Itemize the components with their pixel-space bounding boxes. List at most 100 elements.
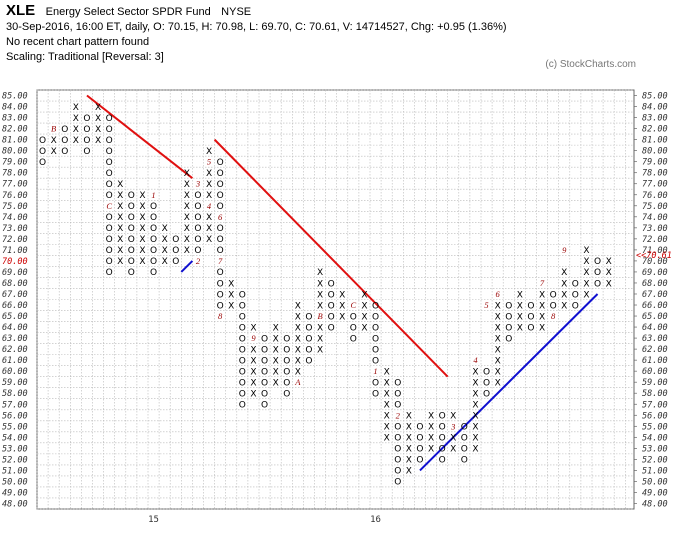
month-label: 6 — [496, 289, 501, 299]
x-box: X — [517, 323, 523, 333]
o-box: O — [394, 445, 401, 455]
month-label: 6 — [218, 212, 223, 222]
o-box: O — [416, 434, 423, 444]
x-box: X — [384, 390, 390, 400]
o-box: O — [328, 290, 335, 300]
month-label: B — [51, 124, 56, 134]
x-box: X — [117, 213, 123, 223]
y-tick-right: 63.00 — [642, 334, 668, 344]
y-tick-right: 65.00 — [642, 312, 668, 322]
o-box: O — [194, 224, 201, 234]
x-box: X — [317, 323, 323, 333]
pnf-marks: OOOXXOOOXXXXOOOOXXXXOOOOOOOOOOOOOOXXXXXX… — [39, 103, 612, 488]
y-tick-left: 75.00 — [2, 202, 28, 212]
o-box: O — [61, 125, 68, 135]
y-tick-right: 71.00 — [642, 246, 668, 256]
o-box: O — [217, 191, 224, 201]
y-tick-left: 70.00 — [2, 257, 28, 267]
x-box: X — [583, 246, 589, 256]
x-box: X — [206, 224, 212, 234]
o-box: O — [594, 268, 601, 278]
x-box: X — [250, 378, 256, 388]
o-box: O — [550, 301, 557, 311]
pattern-note: No recent chart pattern found — [6, 36, 150, 48]
o-box: O — [372, 312, 379, 322]
o-box: O — [217, 158, 224, 168]
o-box: O — [350, 334, 357, 344]
o-box: O — [239, 401, 246, 411]
o-box: O — [283, 334, 290, 344]
month-label: 9 — [251, 333, 256, 343]
o-box: O — [217, 246, 224, 256]
o-box: O — [194, 213, 201, 223]
o-box: O — [305, 323, 312, 333]
o-box: O — [283, 390, 290, 400]
x-box: X — [384, 412, 390, 422]
x-box: X — [273, 378, 279, 388]
o-box: O — [261, 401, 268, 411]
x-box: X — [184, 235, 190, 245]
x-box: X — [117, 180, 123, 190]
x-box: X — [428, 445, 434, 455]
o-box: O — [261, 345, 268, 355]
x-box: X — [184, 224, 190, 234]
o-box: O — [83, 136, 90, 146]
x-box: X — [250, 323, 256, 333]
x-box: X — [406, 467, 412, 477]
o-box: O — [527, 301, 534, 311]
y-tick-left: 74.00 — [2, 213, 28, 223]
y-tick-right: 75.00 — [642, 202, 668, 212]
o-box: O — [194, 235, 201, 245]
x-box: X — [206, 180, 212, 190]
o-box: O — [461, 434, 468, 444]
x-box: X — [295, 312, 301, 322]
o-box: O — [39, 158, 46, 168]
y-tick-left: 67.00 — [2, 290, 28, 300]
o-box: O — [505, 312, 512, 322]
o-box: O — [150, 213, 157, 223]
o-box: O — [439, 412, 446, 422]
x-box: X — [406, 423, 412, 433]
o-box: O — [61, 136, 68, 146]
month-label: 8 — [218, 311, 223, 321]
x-box: X — [495, 378, 501, 388]
x-box: X — [606, 279, 612, 289]
o-box: O — [239, 290, 246, 300]
x-box: X — [472, 423, 478, 433]
x-box: X — [95, 103, 101, 113]
o-box: O — [572, 279, 579, 289]
o-box: O — [483, 367, 490, 377]
x-box: X — [583, 279, 589, 289]
y-tick-left: 54.00 — [2, 433, 28, 443]
y-tick-right: 83.00 — [642, 114, 668, 124]
x-box: X — [384, 401, 390, 411]
o-box: O — [416, 445, 423, 455]
o-box: O — [128, 191, 135, 201]
o-box: O — [106, 114, 113, 124]
x-box: X — [495, 312, 501, 322]
y-tick-right: 57.00 — [642, 400, 668, 410]
o-box: O — [483, 378, 490, 388]
x-box: X — [295, 323, 301, 333]
o-box: O — [106, 147, 113, 157]
y-tick-left: 71.00 — [2, 246, 28, 256]
o-box: O — [261, 378, 268, 388]
y-tick-right: 80.00 — [642, 147, 668, 157]
o-box: O — [439, 445, 446, 455]
x-box: X — [162, 246, 168, 256]
y-tick-right: 72.00 — [642, 235, 668, 245]
x-box: X — [51, 136, 57, 146]
x-box: X — [117, 246, 123, 256]
y-tick-right: 68.00 — [642, 279, 668, 289]
o-box: O — [572, 290, 579, 300]
x-box: X — [273, 367, 279, 377]
o-box: O — [239, 378, 246, 388]
x-box: X — [361, 312, 367, 322]
x-box: X — [139, 191, 145, 201]
y-tick-left: 85.00 — [2, 92, 28, 102]
o-box: O — [106, 246, 113, 256]
y-tick-right: 77.00 — [642, 180, 668, 190]
fund-name: Energy Select Sector SPDR Fund — [45, 6, 211, 18]
y-tick-left: 51.00 — [2, 466, 28, 476]
